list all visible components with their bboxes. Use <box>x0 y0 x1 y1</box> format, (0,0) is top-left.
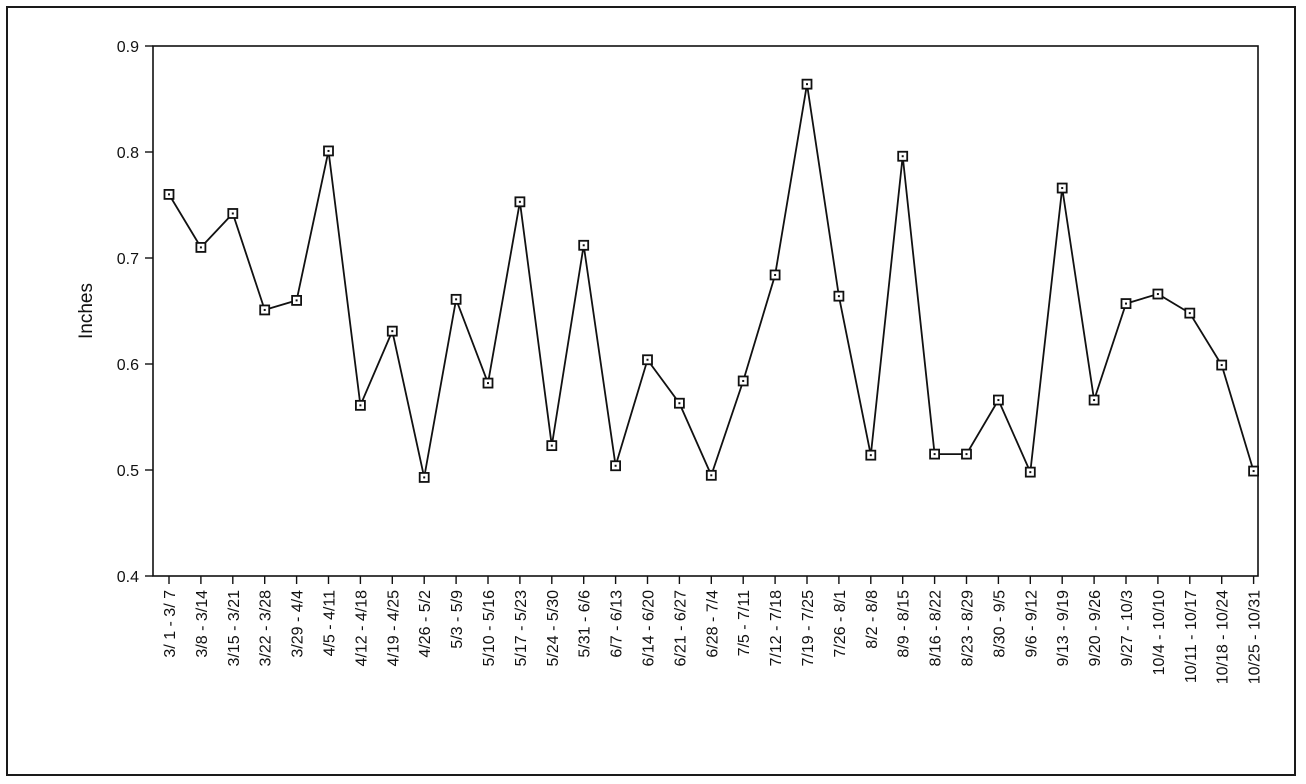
data-point-dot <box>678 402 681 405</box>
data-point-dot <box>965 453 968 456</box>
data-point-dot <box>742 379 745 382</box>
x-tick-label: 6/28 - 7/4 <box>704 590 721 658</box>
data-point-dot <box>869 454 872 457</box>
data-point-dot <box>997 399 1000 402</box>
x-tick-label: 7/5 - 7/11 <box>736 590 753 657</box>
data-point-dot <box>806 83 808 86</box>
x-tick-label: 4/26 - 5/2 <box>417 590 434 658</box>
x-tick-label: 5/3 - 5/9 <box>449 590 466 649</box>
x-tick-label: 7/19 - 7/25 <box>800 590 817 667</box>
data-point-dot <box>423 476 426 479</box>
data-point-dot <box>1252 470 1255 473</box>
data-point-dot <box>487 382 489 385</box>
x-tick-label: 4/5 - 4/11 <box>322 590 339 657</box>
x-tick-label: 8/23 - 8/29 <box>960 590 977 667</box>
data-point-dot <box>901 155 904 158</box>
x-tick-label: 6/21 - 6/27 <box>672 590 689 667</box>
x-tick-label: 10/18 - 10/24 <box>1215 590 1232 684</box>
series-line <box>168 84 1255 478</box>
plot-area-border <box>152 45 1259 577</box>
x-tick-label: 3/ 1 - 3/ 7 <box>162 590 179 658</box>
x-tick-label: 6/7 - 6/13 <box>609 590 626 658</box>
y-tick-label: 0.9 <box>117 39 139 56</box>
x-tick-label: 3/22 - 3/28 <box>258 590 275 667</box>
y-tick-label: 0.4 <box>117 569 139 586</box>
data-point-dot <box>582 244 585 247</box>
x-tick-label: 5/17 - 5/23 <box>513 590 530 667</box>
x-tick-label: 3/8 - 3/14 <box>194 590 211 658</box>
y-tick-label: 0.6 <box>117 357 139 374</box>
x-tick-label: 10/25 - 10/31 <box>1247 590 1264 684</box>
data-point-dot <box>327 149 330 152</box>
x-tick-label: 10/4 - 10/10 <box>1151 590 1168 676</box>
data-point-dot <box>1093 399 1096 402</box>
y-tick-label: 0.5 <box>117 463 139 480</box>
x-tick-label: 10/11 - 10/17 <box>1183 590 1200 683</box>
x-tick-label: 8/2 - 8/8 <box>864 590 881 649</box>
data-point-dot <box>231 212 234 215</box>
x-tick-label: 7/26 - 8/1 <box>832 590 849 658</box>
x-tick-label: 8/30 - 9/5 <box>991 590 1008 658</box>
y-tick-label: 0.8 <box>117 145 139 162</box>
data-point-dot <box>1156 293 1159 296</box>
y-axis-label: Inches <box>76 283 97 339</box>
data-point-dot <box>1188 312 1191 315</box>
x-tick-label: 5/10 - 5/16 <box>481 590 498 667</box>
x-tick-label: 9/6 - 9/12 <box>1023 590 1040 658</box>
data-point-dot <box>455 298 458 301</box>
data-point-dot <box>1061 187 1064 190</box>
y-tick-label: 0.7 <box>117 251 139 268</box>
x-tick-label: 7/12 - 7/18 <box>768 590 785 667</box>
x-tick-label: 8/9 - 8/15 <box>896 590 913 658</box>
data-point-dot <box>295 299 298 302</box>
data-point-dot <box>837 295 840 298</box>
data-point-dot <box>1029 471 1032 474</box>
data-point-dot <box>1125 302 1127 305</box>
x-tick-label: 3/29 - 4/4 <box>290 590 307 658</box>
x-tick-label: 3/15 - 3/21 <box>226 590 243 667</box>
data-point-dot <box>550 444 553 447</box>
data-point-dot <box>614 464 617 467</box>
x-tick-label: 9/20 - 9/26 <box>1087 590 1104 667</box>
data-point-dot <box>168 193 170 196</box>
data-point-dot <box>199 246 202 249</box>
x-tick-label: 8/16 - 8/22 <box>928 590 945 667</box>
data-point-dot <box>263 308 266 311</box>
chart-frame <box>6 6 1296 776</box>
x-tick-label: 4/12 - 4/18 <box>353 590 370 667</box>
data-point-dot <box>933 453 936 456</box>
x-tick-label: 5/24 - 5/30 <box>545 590 562 667</box>
data-point-dot <box>1220 364 1223 367</box>
data-point-dot <box>774 273 777 276</box>
x-tick-label: 9/13 - 9/19 <box>1055 590 1072 667</box>
x-tick-label: 4/19 - 4/25 <box>385 590 402 667</box>
x-tick-label: 9/27 - 10/3 <box>1119 590 1136 667</box>
data-point-dot <box>359 404 362 407</box>
x-tick-label: 5/31 - 6/6 <box>577 590 594 658</box>
data-point-dot <box>518 200 521 203</box>
data-point-dot <box>391 330 394 333</box>
data-point-dot <box>710 474 713 477</box>
data-point-dot <box>646 358 649 361</box>
x-tick-label: 6/14 - 6/20 <box>641 590 658 667</box>
